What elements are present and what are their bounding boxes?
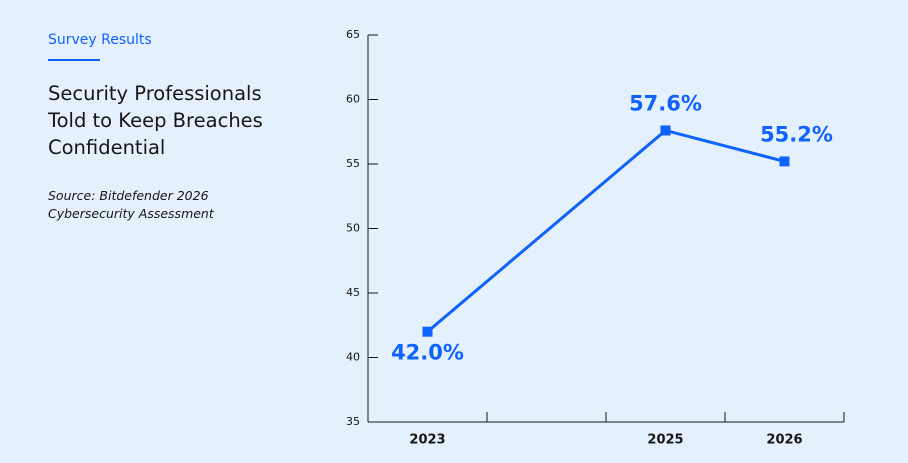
- y-tick-label: 40: [346, 351, 360, 364]
- x-tick-label: 2025: [647, 433, 683, 448]
- title-line: Confidential: [48, 136, 166, 159]
- line: [426, 128, 785, 333]
- y-tick-label: 65: [346, 28, 360, 41]
- y-tick-label: 35: [346, 415, 360, 428]
- value-label: 55.2%: [760, 122, 833, 146]
- point: [422, 326, 433, 337]
- x-tick-label: 2026: [766, 433, 802, 448]
- title-line: Security Professionals: [48, 82, 262, 105]
- y-tick-label: 60: [346, 93, 360, 106]
- x-tick-label: 2023: [409, 433, 445, 448]
- y-tick-label: 55: [346, 157, 360, 170]
- y-tick-label: 45: [346, 286, 360, 299]
- point: [660, 125, 671, 136]
- value-label: 57.6%: [629, 91, 702, 115]
- source: Source: Bitdefender 2026 Cybersecurity A…: [48, 187, 214, 223]
- y-tick-label: 50: [346, 222, 360, 235]
- source-line: Source: Bitdefender 2026: [48, 188, 209, 203]
- title-line: Told to Keep Breaches: [48, 109, 263, 132]
- value-label: 42.0%: [391, 341, 464, 365]
- divider: [48, 59, 100, 61]
- point: [779, 156, 790, 167]
- title: Security Professionals Told to Keep Brea…: [48, 80, 263, 161]
- eyebrow: Survey Results: [48, 32, 152, 48]
- source-line: Cybersecurity Assessment: [48, 206, 214, 221]
